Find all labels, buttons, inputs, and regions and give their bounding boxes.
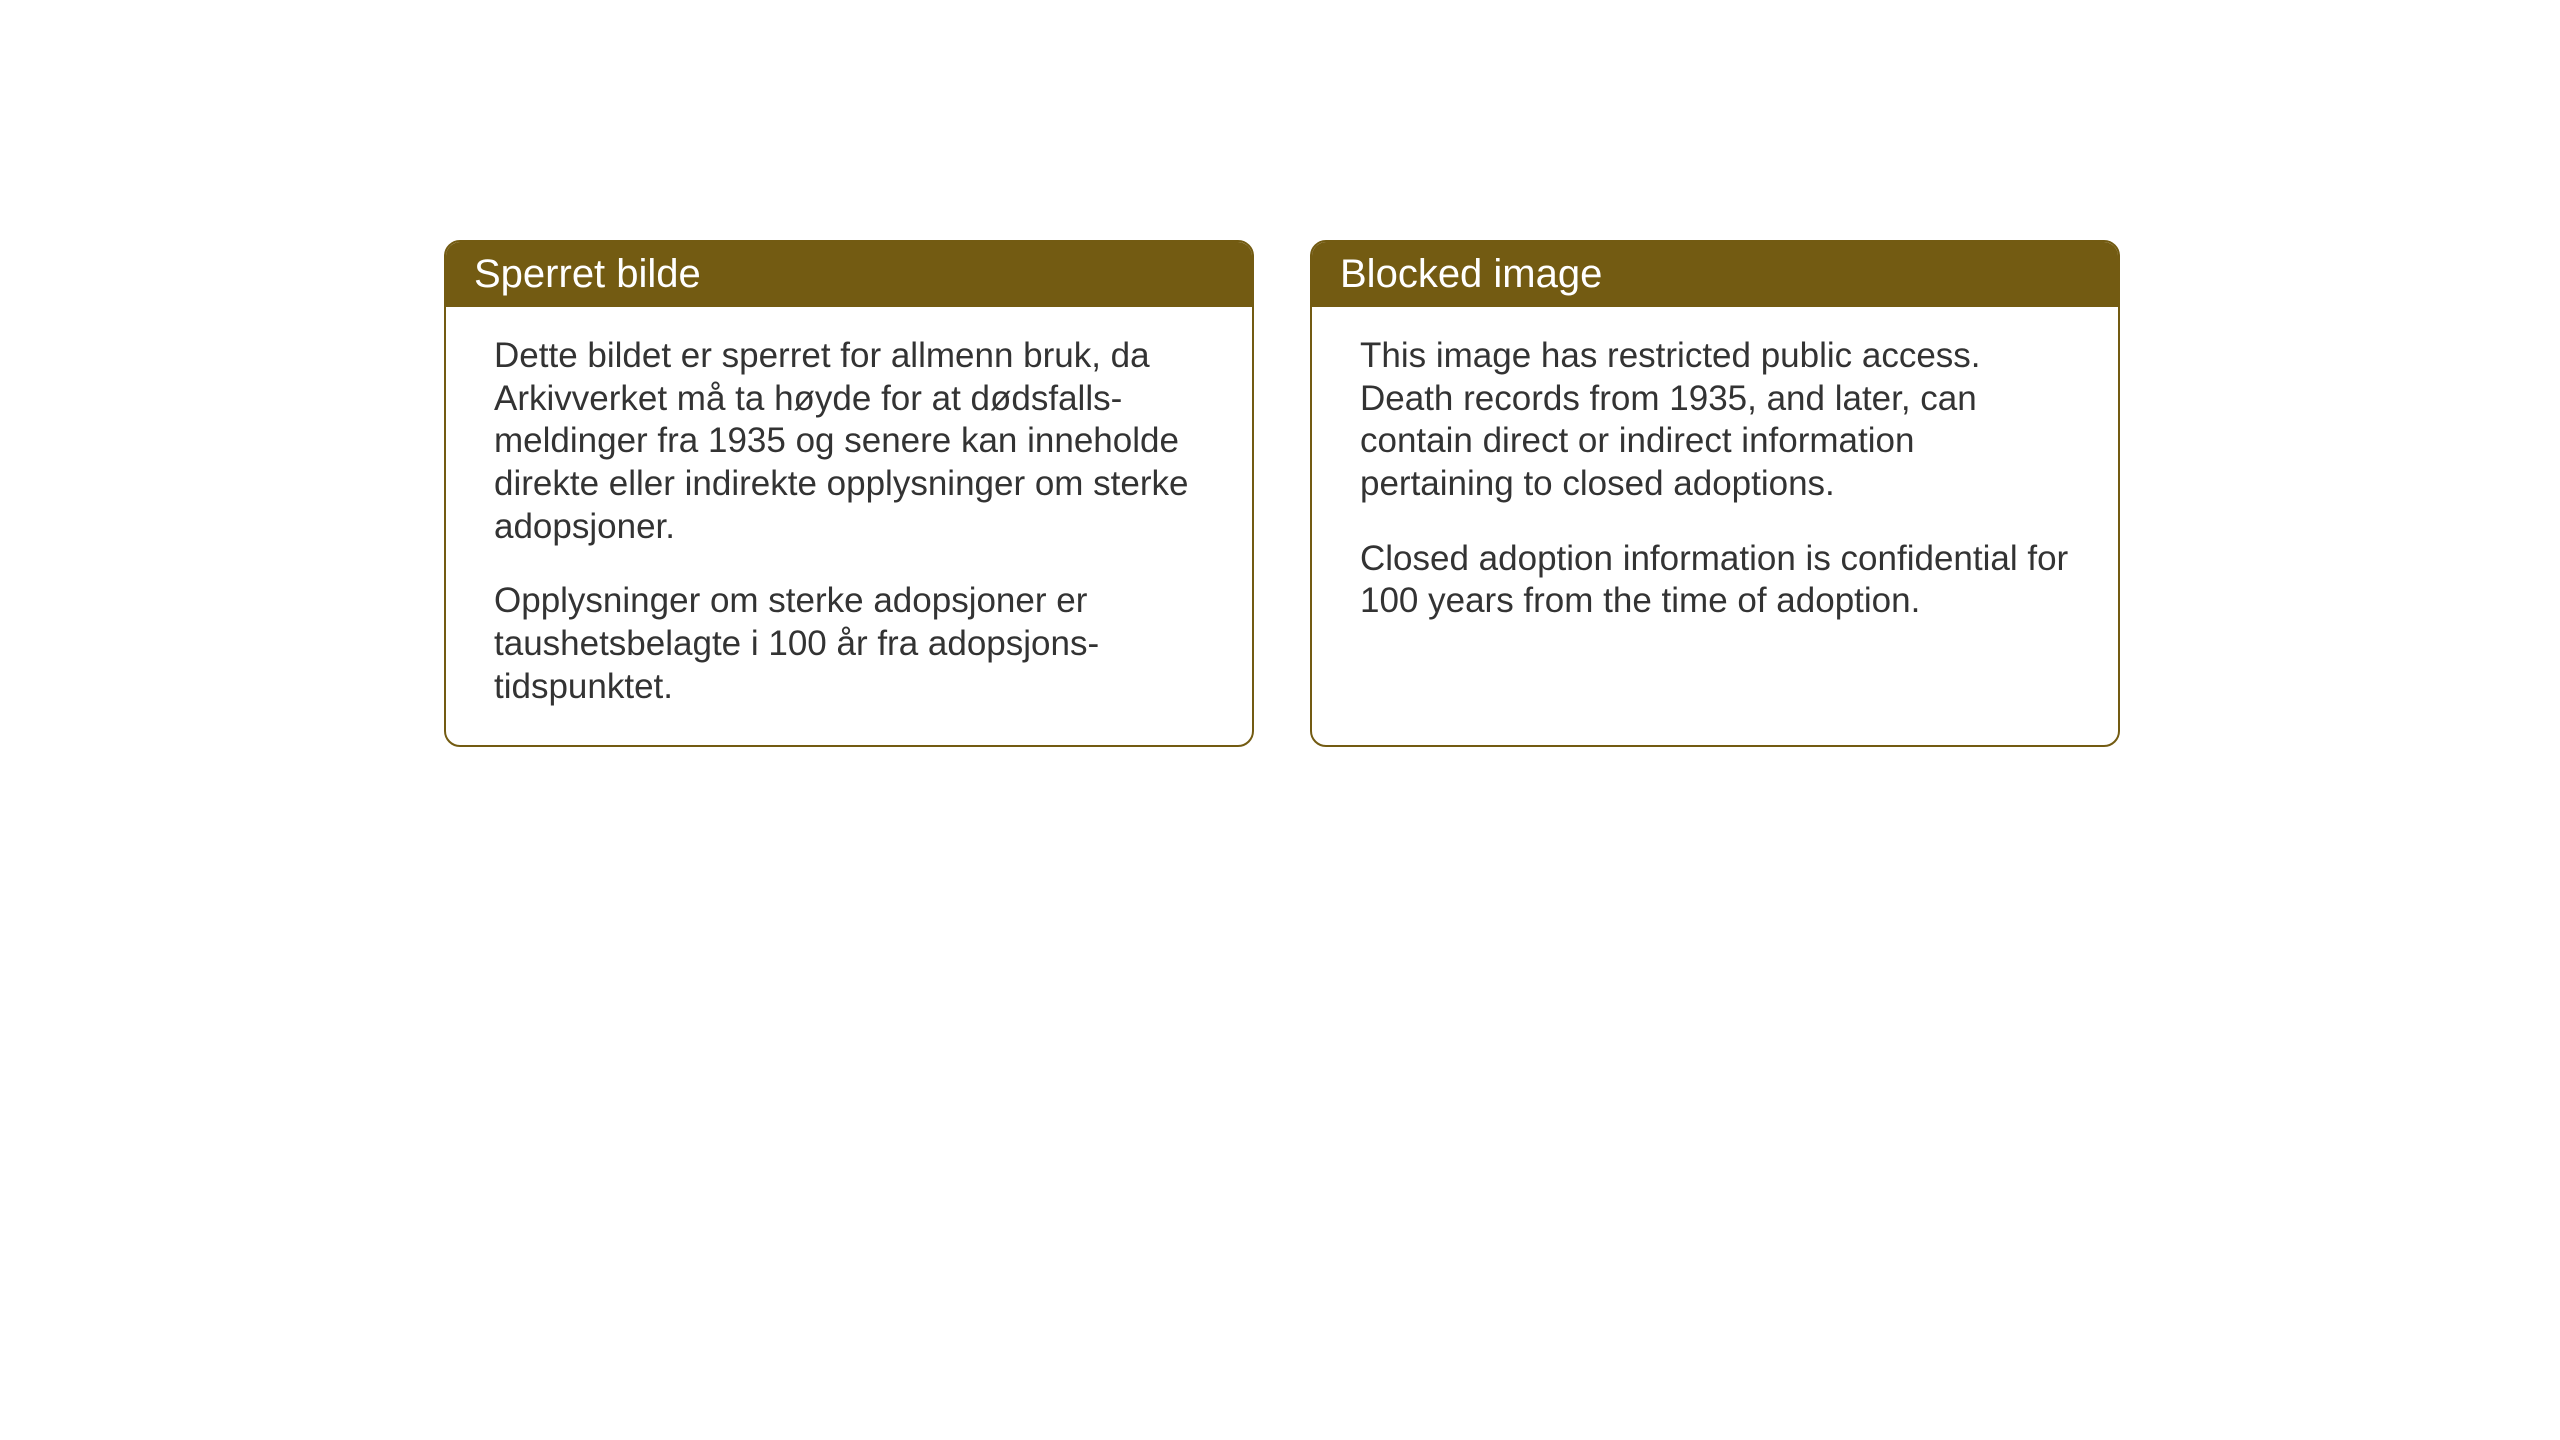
english-card-header: Blocked image [1312,242,2118,307]
english-paragraph-1: This image has restricted public access.… [1360,335,2070,506]
english-card-title: Blocked image [1340,252,1602,296]
norwegian-paragraph-2: Opplysninger om sterke adopsjoner er tau… [494,580,1204,708]
norwegian-paragraph-1: Dette bildet er sperret for allmenn bruk… [494,335,1204,548]
norwegian-card-title: Sperret bilde [474,252,701,296]
english-paragraph-2: Closed adoption information is confident… [1360,538,2070,623]
english-card-body: This image has restricted public access.… [1312,307,2118,659]
english-card: Blocked image This image has restricted … [1310,240,2120,747]
norwegian-card: Sperret bilde Dette bildet er sperret fo… [444,240,1254,747]
norwegian-card-body: Dette bildet er sperret for allmenn bruk… [446,307,1252,745]
norwegian-card-header: Sperret bilde [446,242,1252,307]
cards-container: Sperret bilde Dette bildet er sperret fo… [444,240,2120,747]
